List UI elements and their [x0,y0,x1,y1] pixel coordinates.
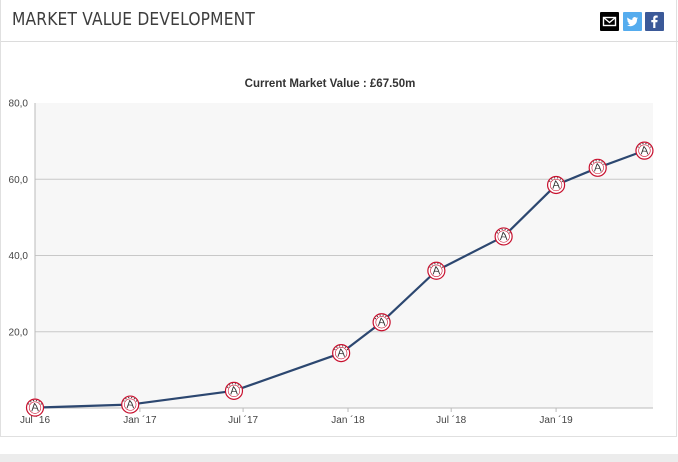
card-title: MARKET VALUE DEVELOPMENT [12,9,256,30]
x-tick-label: Jan ´19 [539,414,573,426]
twitter-icon[interactable] [623,12,642,31]
y-axis: 20,0 40,0 60,0 80,0 [9,99,36,408]
y-tick-label: 20,0 [9,327,29,338]
data-point[interactable] [25,398,45,417]
data-point[interactable] [494,227,513,246]
x-tick-label: Jul ´16 [20,414,50,426]
chart-subtitle: Current Market Value : £67.50m [245,78,416,90]
x-axis: Jul ´16 Jan ´17 Jul ´17 Jan ´18 Jul ´18 Jan ´… [20,408,573,426]
x-tick-label: Jul ´18 [436,414,466,426]
data-point[interactable] [635,141,654,160]
series-line [34,149,645,409]
y-tick-label: 80,0 [9,99,29,110]
y-tick-label: 40,0 [9,251,29,262]
data-point[interactable] [427,261,446,280]
footer-strip [0,454,678,462]
data-point[interactable] [588,158,607,177]
data-point[interactable] [546,175,566,195]
y-tick-label: 60,0 [9,175,29,186]
mail-icon[interactable] [600,12,619,31]
data-point[interactable] [121,395,140,414]
x-tick-label: Jan ´17 [123,414,157,426]
x-tick-label: Jul ´17 [228,414,258,426]
market-value-chart: Current Market Value : £67.50m 20,0 40,0 6… [9,78,654,426]
card-header: MARKET VALUE DEVELOPMENT [1,0,678,42]
data-point[interactable] [332,344,351,363]
data-point[interactable] [372,313,391,332]
facebook-icon[interactable] [645,12,664,31]
data-point[interactable] [224,381,244,400]
series-market-value [25,141,654,417]
x-tick-label: Jan ´18 [331,414,365,426]
